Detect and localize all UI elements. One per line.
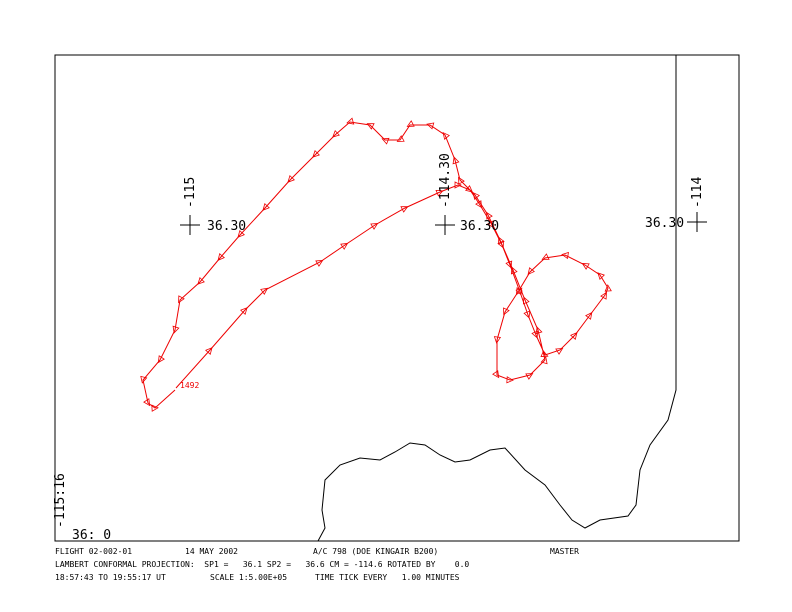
scale: SCALE 1:5.00E+05 — [210, 573, 287, 582]
corner-lat: 36: 0 — [72, 528, 111, 543]
aircraft: A/C 798 (DOE KINGAIR B200) — [313, 547, 438, 556]
flight-id: FLIGHT 02-002-01 — [55, 547, 132, 556]
corner-lon: -115:16 — [53, 473, 68, 528]
lat-label: 36.30 — [645, 216, 684, 231]
lat-label: 36.30 — [460, 219, 499, 234]
flight-date: 14 MAY 2002 — [185, 547, 238, 556]
time-tick: TIME TICK EVERY 1.00 MINUTES — [315, 573, 460, 582]
lon-label: -115 — [183, 177, 198, 208]
time-range: 18:57:43 TO 19:55:17 UT — [55, 573, 166, 582]
lon-label: -114.30 — [438, 153, 453, 208]
status: MASTER — [550, 547, 579, 556]
projection: LAMBERT CONFORMAL PROJECTION: SP1 = 36.1… — [55, 560, 469, 569]
start-time: 1492 — [180, 381, 199, 390]
flight-track — [140, 117, 612, 412]
grid-crosses — [180, 212, 707, 235]
map-frame — [54, 54, 740, 542]
coastline — [317, 55, 677, 542]
lon-label: -114 — [690, 177, 705, 208]
lat-label: 36.30 — [207, 219, 246, 234]
